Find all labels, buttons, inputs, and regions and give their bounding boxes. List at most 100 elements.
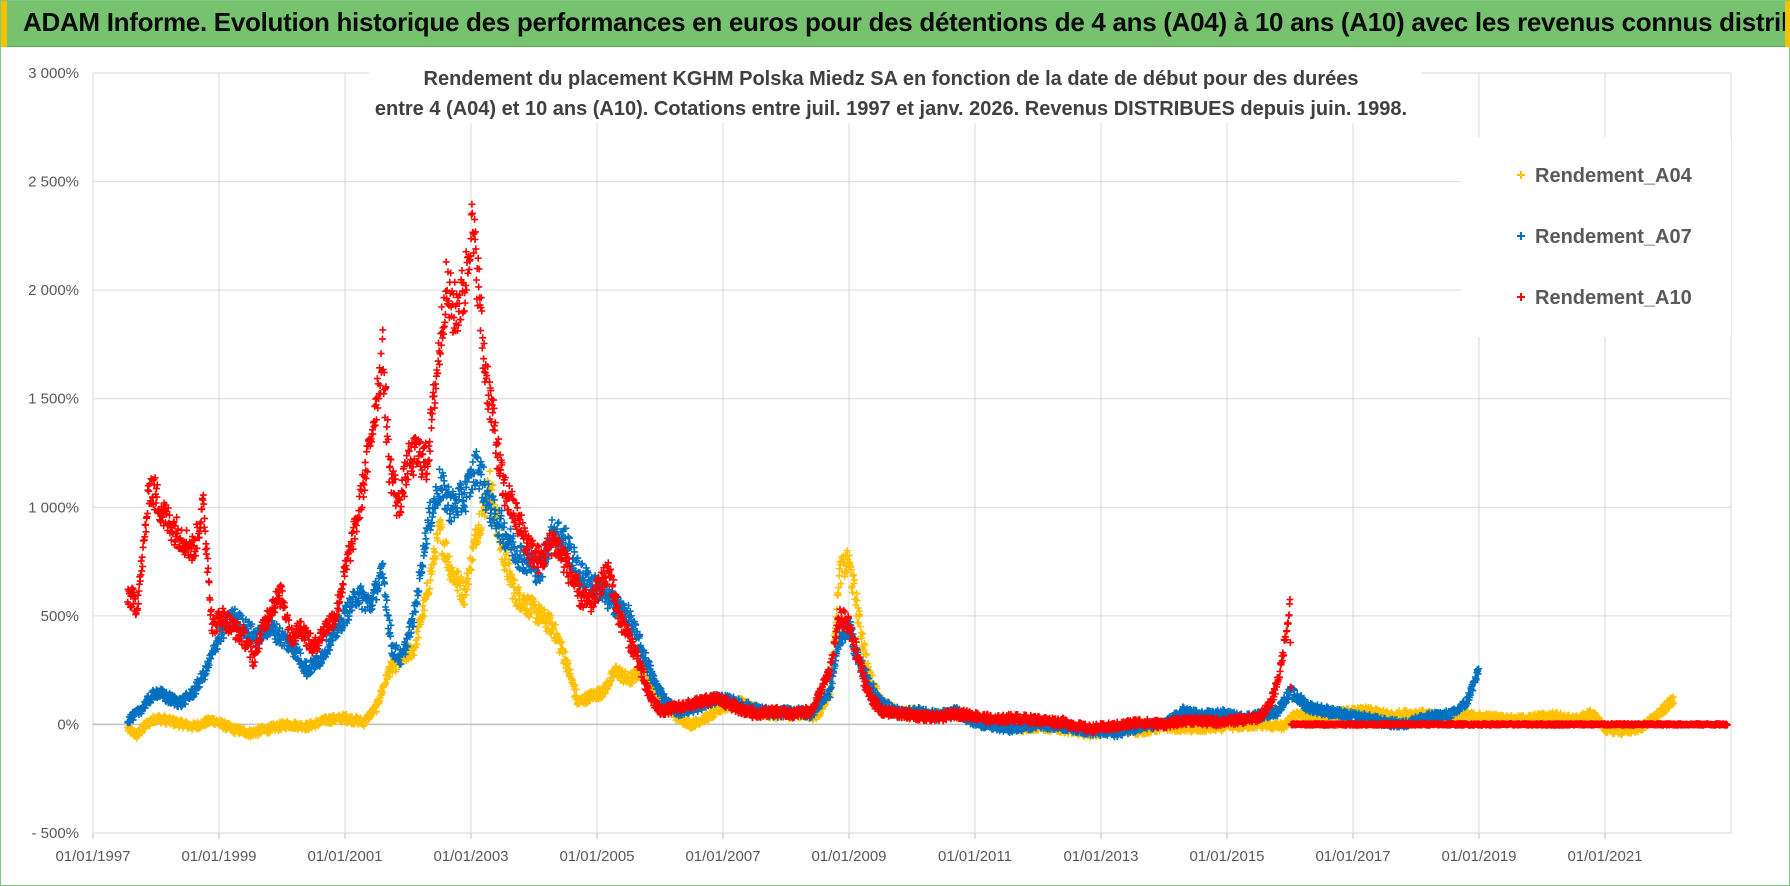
- data-point: [817, 709, 825, 717]
- data-point: [445, 553, 453, 560]
- data-point: [628, 679, 636, 687]
- x-tick-label: 01/01/2017: [1315, 848, 1390, 865]
- data-point: [457, 573, 465, 581]
- data-point: [436, 516, 444, 524]
- data-point: [266, 728, 274, 736]
- banner-accent-right: [1785, 1, 1790, 47]
- data-point: [853, 590, 861, 598]
- data-point: [841, 567, 849, 575]
- data-point: [566, 534, 573, 542]
- data-point: [432, 555, 440, 563]
- x-tick-label: 01/01/2011: [938, 848, 1012, 865]
- data-point: [418, 611, 426, 619]
- data-point: [555, 518, 563, 526]
- data-point: [855, 619, 862, 627]
- data-point: [412, 644, 420, 651]
- data-point: [837, 580, 845, 588]
- data-point: [858, 635, 866, 642]
- data-point: [465, 580, 473, 588]
- data-point: [461, 601, 469, 608]
- data-point: [427, 576, 434, 584]
- data-point: [857, 628, 865, 636]
- data-point: [469, 458, 477, 466]
- x-tick-label: 01/01/1999: [181, 848, 256, 865]
- data-point: [419, 602, 427, 610]
- data-point: [467, 566, 475, 574]
- x-tick-label: 01/01/2019: [1441, 848, 1516, 865]
- data-point: [469, 544, 477, 552]
- data-point: [489, 481, 497, 489]
- x-tick-label: 01/01/2001: [307, 848, 382, 865]
- y-tick-label: 3 000%: [28, 65, 79, 82]
- data-point: [486, 467, 494, 475]
- data-point: [503, 549, 510, 557]
- data-point: [454, 586, 461, 594]
- x-tick-label: 01/01/2009: [811, 848, 886, 865]
- y-tick-label: 0%: [57, 716, 79, 733]
- data-point: [484, 476, 492, 484]
- x-tick-label: 01/01/2007: [685, 848, 760, 865]
- data-point: [863, 651, 871, 659]
- x-tick-label: 01/01/2021: [1567, 848, 1642, 865]
- data-point: [691, 722, 699, 730]
- data-point: [453, 567, 461, 575]
- data-point: [434, 536, 442, 544]
- x-tick-label: 01/01/1997: [55, 848, 130, 865]
- data-point: [558, 638, 566, 646]
- data-point: [515, 583, 523, 591]
- header-banner: ADAM Informe. Evolution historique des p…: [1, 1, 1790, 47]
- data-point: [847, 566, 855, 574]
- data-point: [843, 547, 851, 555]
- data-point: [373, 708, 380, 716]
- data-point: [511, 576, 519, 584]
- data-point: [430, 560, 438, 568]
- data-point: [845, 551, 853, 559]
- data-point: [392, 665, 400, 673]
- data-point: [550, 625, 558, 633]
- series-Rendement_A07: [124, 448, 1483, 741]
- data-point: [548, 516, 556, 524]
- data-point: [527, 610, 535, 618]
- scatter-chart: 3 000%2 500%2 000%1 500%1 000%500%0%- 50…: [28, 63, 1732, 865]
- data-point: [454, 568, 462, 576]
- data-point: [850, 576, 858, 584]
- x-tick-label: 01/01/2013: [1063, 848, 1138, 865]
- data-point: [849, 589, 857, 596]
- data-point: [601, 690, 609, 698]
- data-point: [438, 521, 446, 528]
- data-point: [472, 525, 479, 533]
- data-point: [463, 585, 471, 593]
- data-point: [433, 530, 441, 538]
- data-point: [571, 681, 579, 689]
- data-point: [582, 700, 590, 708]
- data-point: [856, 623, 864, 630]
- data-point: [443, 539, 451, 547]
- data-point: [854, 604, 862, 612]
- series-layer: [124, 200, 1731, 742]
- data-point: [861, 641, 869, 649]
- x-tick-label: 01/01/2005: [559, 848, 634, 865]
- y-tick-label: 500%: [41, 608, 79, 625]
- data-point: [427, 564, 435, 572]
- data-point: [552, 621, 560, 628]
- banner-title: ADAM Informe. Evolution historique des p…: [23, 7, 1790, 37]
- x-tick-label: 01/01/2003: [433, 848, 508, 865]
- y-tick-label: 2 000%: [28, 282, 79, 299]
- data-point: [850, 571, 857, 579]
- data-point: [547, 612, 555, 620]
- data-point: [422, 535, 430, 543]
- data-point: [420, 552, 428, 560]
- x-tick-label: 01/01/2015: [1189, 848, 1264, 865]
- y-tick-label: 1 000%: [28, 499, 79, 516]
- y-tick-label: 2 500%: [28, 174, 79, 191]
- data-point: [462, 591, 470, 599]
- banner-accent-left: [1, 1, 7, 47]
- data-point: [505, 560, 513, 568]
- data-point: [420, 606, 428, 614]
- data-point: [835, 584, 843, 592]
- data-point: [564, 659, 572, 667]
- data-point: [481, 512, 489, 520]
- data-point: [607, 676, 615, 684]
- data-point: [856, 611, 864, 619]
